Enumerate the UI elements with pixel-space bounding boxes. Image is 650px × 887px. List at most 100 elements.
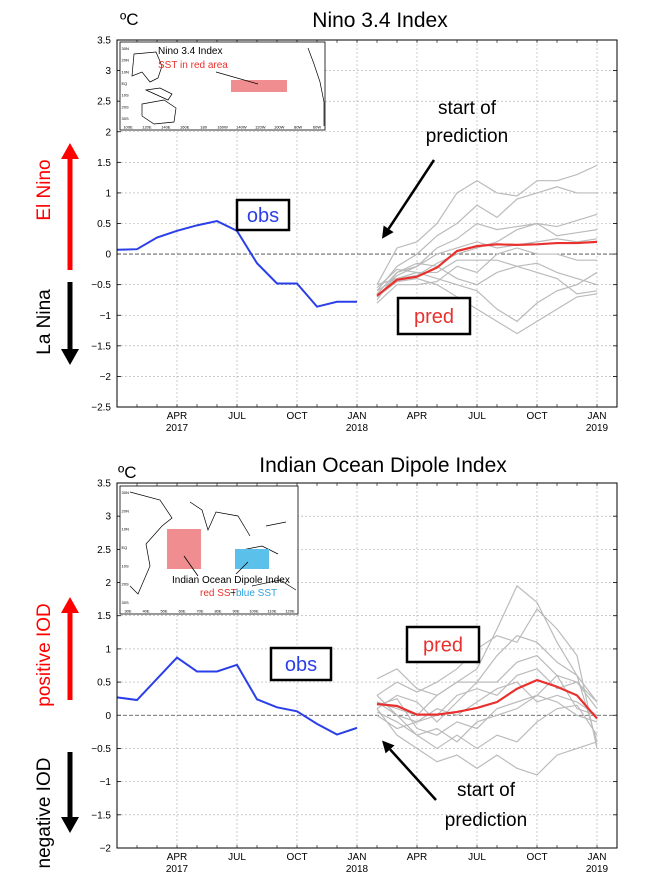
y-tick-label: 2 [105,127,111,138]
inset-x-tick: 140W [236,125,247,130]
annotation-line2: prediction [426,126,508,147]
inset-y-tick: 10S [122,563,129,568]
y-tick-label: −2 [100,844,112,855]
lower-side-label: La Nina [34,289,55,355]
y-tick-label: 0 [105,250,111,261]
y-tick-label: 2.5 [97,97,111,108]
inset-blue-label: blue SST [236,588,277,599]
ensemble-member-line [376,704,598,750]
ensemble-member-line [376,674,598,743]
pred-label: pred [423,635,463,657]
iod-west-region [167,529,201,569]
x-tick-year: 2019 [586,864,609,875]
y-tick-label: −1 [100,777,112,788]
upper-side-label: positive IOD [34,603,55,706]
ensemble-member-line [376,262,598,301]
x-tick-label: OCT [526,411,547,422]
y-tick-label: −2.5 [91,403,111,414]
x-tick-label: APR [167,852,188,863]
inset-y-tick: 20N [122,508,129,513]
inset-indonesia-coast [241,521,287,555]
inset-x-tick: 50E [160,609,167,614]
plot-frame [116,482,618,849]
nino34-inset-map: 100E 120E 140E 160E 180 160W 140W 120W 100W 80W 60… [119,41,326,131]
y-tick-label: −0.5 [91,280,111,291]
inset-y-tick: 20S [122,582,129,587]
inset-y-tick: 30S [122,116,129,121]
ensemble-member-line [376,654,598,723]
y-tick-label: 3.5 [97,36,111,47]
inset-x-tick: 100W [274,125,285,130]
ensemble-member-line [376,164,598,285]
inset-x-tick: 70E [196,609,203,614]
x-tick-label: JUL [468,411,486,422]
obs-line [116,656,358,736]
y-tick-label: 0 [105,711,111,722]
inset-y-tick: 10S [122,93,129,98]
inset-x-tick: 80W [294,125,302,130]
annotation-arrow-head [382,740,395,754]
lower-arrow-head [61,349,79,365]
y-tick-label: 1 [105,188,111,199]
inset-y-tick: 10N [122,527,129,532]
nino34-panel: −2.5−2−1.5−1−0.500.511.522.533.5APR2017J… [34,9,618,434]
x-tick-label: APR [167,411,188,422]
inset-y-tick: EQ [122,545,128,550]
pred-label: pred [414,306,454,328]
inset-y-tick: 20N [122,58,129,63]
x-tick-label: OCT [526,852,547,863]
inset-x-tick: 90E [232,609,239,614]
inset-y-tick: 30N [122,46,129,51]
y-tick-label: 1 [105,644,111,655]
ensemble-member-line [376,584,598,742]
inset-australia-coast [251,579,297,591]
x-tick-label: JUL [228,411,246,422]
inset-y-tick: 30S [122,600,129,605]
upper-side-label: El Nino [34,159,55,220]
ensemble-member-line [376,277,598,335]
x-tick-year: 2018 [346,423,369,434]
y-tick-label: 3 [105,512,111,523]
x-tick-label: JAN [348,411,367,422]
pred-mean-line [376,678,598,720]
x-tick-label: JUL [228,852,246,863]
inset-x-tick: 60E [178,609,185,614]
ensemble-member-line [376,608,598,749]
y-tick-label: −2 [100,372,112,383]
y-tick-label: 3.5 [97,479,111,490]
y-unit-label: ºC [118,463,137,482]
inset-pointer [215,71,259,85]
inset-x-tick: 30E [124,609,131,614]
y-tick-label: 0.5 [97,219,111,230]
obs-label-box [269,646,333,682]
annotation-line1: start of [457,780,516,801]
upper-arrow-head [61,597,79,613]
ensemble-member-line [376,708,598,776]
inset-africa-coast [129,491,173,595]
y-tick-label: −1.5 [91,810,111,821]
ensemble-member-line [376,271,598,323]
inset-x-tick: 100E [249,609,259,614]
x-tick-year: 2017 [166,423,189,434]
x-tick-year: 2017 [166,864,189,875]
inset-minus-label: − [230,588,236,599]
iod-inset-map: 30E 40E 50E 60E 70E 80E 90E 100E 110E 120E 30N 20N 1… [119,485,299,615]
obs-label-box [235,198,291,232]
x-tick-year: 2018 [346,864,369,875]
inset-pointer-east [235,561,249,575]
inset-india-coast [189,501,251,537]
inset-x-tick: 120E [285,609,295,614]
inset-y-tick: 30N [122,490,129,495]
pred-label-box [405,625,481,664]
x-tick-label: JAN [348,852,367,863]
inset-x-tick: 100E [123,125,133,130]
inset-asia-coast [131,51,163,83]
x-tick-label: APR [407,852,428,863]
inset-x-tick: 140E [161,125,171,130]
x-tick-year: 2019 [586,423,609,434]
inset-americas-coast [307,47,325,126]
ensemble-member-line [376,186,597,292]
inset-subtitle: SST in red area [158,60,228,71]
inset-x-tick: 120W [255,125,266,130]
y-tick-label: 1.5 [97,158,111,169]
